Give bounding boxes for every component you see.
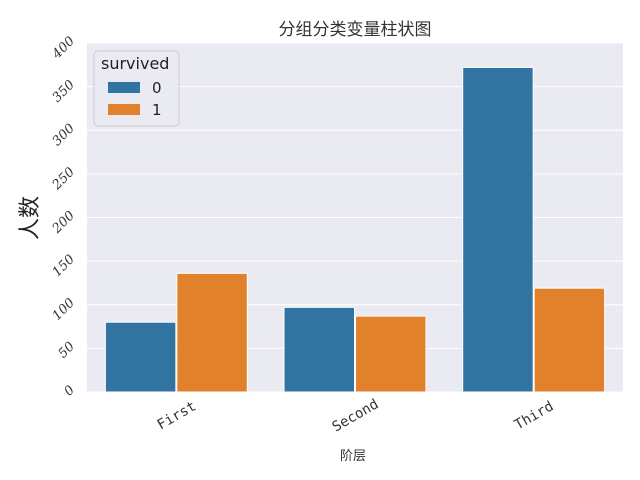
bar-third-survived-0 — [462, 66, 534, 393]
y-tick-label-3: 150 — [50, 252, 78, 280]
y-tick-label-1: 50 — [56, 339, 78, 361]
legend-title: survived — [101, 54, 169, 73]
x-tick-label-second: Second — [330, 396, 382, 435]
y-tick-label-2: 100 — [50, 296, 78, 324]
x-tick-labels: First Second Third — [155, 396, 557, 435]
legend: survived 0 1 — [93, 50, 180, 127]
bar-first-survived-0 — [104, 321, 177, 393]
bars-group — [104, 66, 606, 393]
legend-swatch-1 — [108, 104, 140, 115]
bar-first-survived-1 — [176, 272, 248, 393]
x-tick-label-third: Third — [512, 398, 557, 433]
legend-swatch-0 — [108, 82, 140, 93]
bar-second-survived-0 — [283, 306, 355, 393]
y-tick-label-4: 200 — [49, 208, 78, 237]
legend-label-0: 0 — [152, 79, 162, 97]
y-tick-label-7: 350 — [50, 77, 78, 105]
y-tick-label-8: 400 — [49, 34, 78, 63]
x-tick-label-first: First — [155, 398, 200, 433]
y-tick-label-6: 300 — [50, 121, 78, 149]
y-axis-label: 人数 — [18, 196, 43, 240]
y-tick-label-0: 0 — [61, 383, 77, 399]
chart-title: 分组分类变量柱状图 — [279, 20, 432, 40]
y-tick-label-5: 250 — [49, 165, 78, 194]
bar-second-survived-1 — [355, 315, 427, 393]
y-tick-labels: 0 50 100 150 200 250 300 350 400 — [49, 34, 78, 399]
x-axis-label: 阶层 — [340, 449, 366, 464]
legend-label-1: 1 — [152, 101, 162, 119]
bar-third-survived-1 — [533, 287, 606, 393]
